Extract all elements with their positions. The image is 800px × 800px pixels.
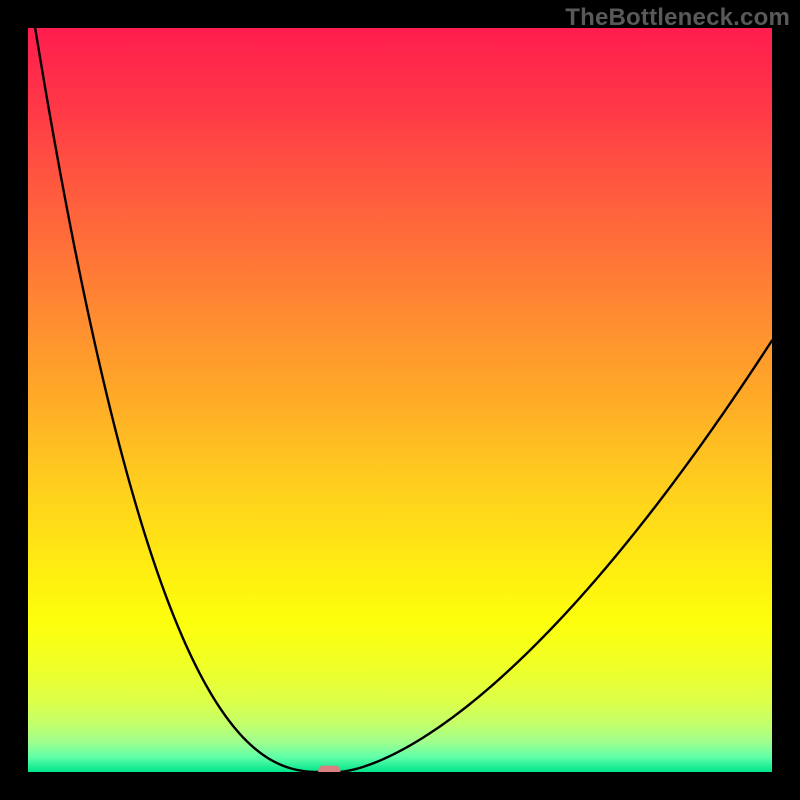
plot-background — [28, 28, 772, 772]
chart-stage: TheBottleneck.com — [0, 0, 800, 800]
bottleneck-chart — [0, 0, 800, 800]
